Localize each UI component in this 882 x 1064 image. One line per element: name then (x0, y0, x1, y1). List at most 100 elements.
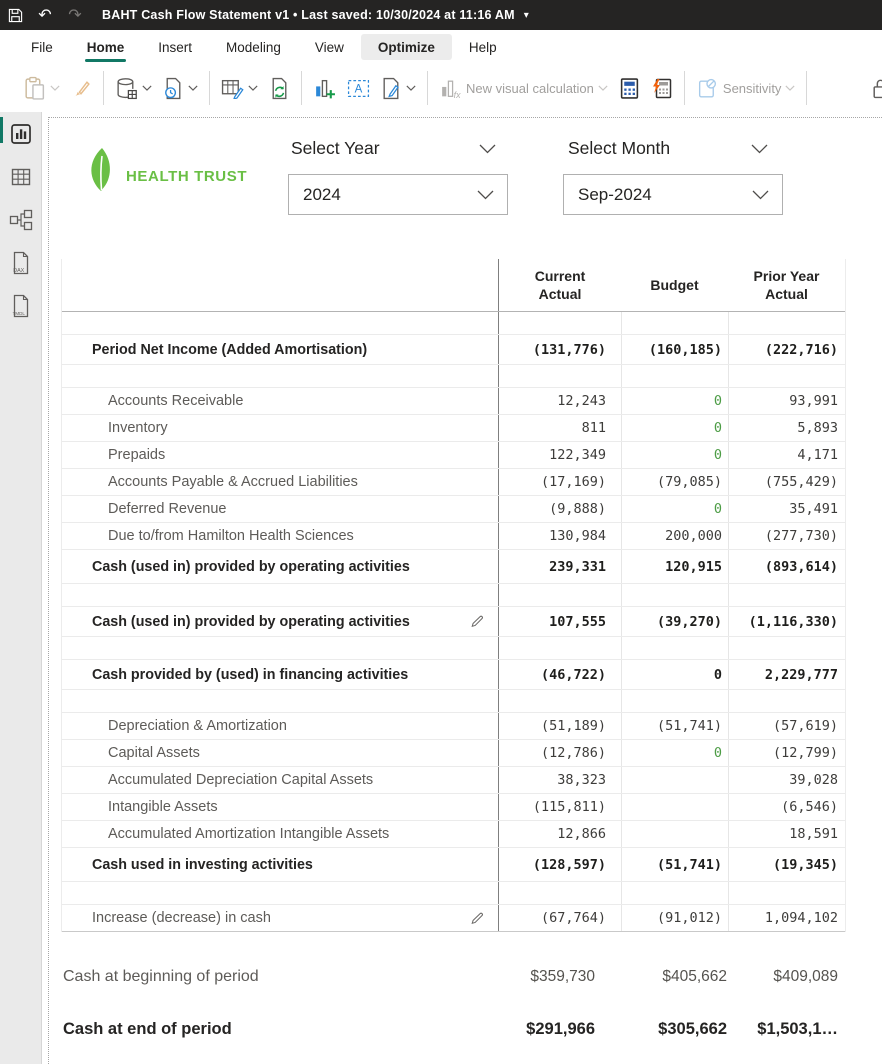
menu-item-insert[interactable]: Insert (158, 39, 193, 55)
row-label: Period Net Income (Added Amortisation) (92, 341, 368, 358)
menu-item-modeling[interactable]: Modeling (226, 39, 281, 55)
month-slicer-value: Sep-2024 (578, 184, 652, 204)
table-spacer-row (62, 312, 845, 335)
tmdl-view-button[interactable]: TMDL (8, 293, 34, 319)
menu-item-view[interactable]: View (314, 39, 344, 55)
value-cell: (79,085) (621, 469, 728, 495)
row-label: Accumulated Amortization Intangible Asse… (108, 826, 390, 842)
menu-item-file[interactable]: File (31, 39, 53, 55)
value-cell: 0 (621, 388, 728, 414)
table-row: Intangible Assets (115,811) (6,546) (62, 794, 845, 821)
undo-icon[interactable]: ↶ (38, 7, 52, 24)
value-cell: 0 (621, 442, 728, 468)
chevron-down-icon[interactable] (751, 144, 768, 154)
year-slicer-title: Select Year (291, 138, 380, 158)
leaf-icon (91, 148, 110, 191)
row-label: Prepaids (108, 447, 166, 463)
value-cell: 1,094,102 (728, 905, 845, 931)
document-title: BAHT Cash Flow Statement v1 • Last saved… (102, 8, 515, 22)
value-cell: (12,786) (498, 740, 621, 766)
table-row: Cash (used in) provided by operating act… (62, 550, 845, 584)
value-cell: 5,893 (728, 415, 845, 441)
table-body: Period Net Income (Added Amortisation) (1… (62, 312, 845, 932)
recent-sources-button[interactable] (163, 77, 198, 100)
row-label: Cash (used in) provided by operating act… (92, 558, 410, 575)
year-slicer-dropdown[interactable]: 2024 (288, 174, 508, 215)
edit-pencil-icon[interactable] (470, 614, 485, 629)
format-painter-button[interactable] (71, 78, 92, 99)
row-label: Accounts Receivable (108, 393, 244, 409)
new-measure-button[interactable] (619, 77, 640, 99)
active-view-indicator (0, 117, 3, 143)
edit-pencil-icon[interactable] (470, 911, 485, 926)
chevron-down-icon (477, 190, 494, 199)
ribbon-divider (301, 71, 302, 105)
row-label-cell: Accounts Payable & Accrued Liabilities (62, 469, 498, 495)
table-row: Period Net Income (Added Amortisation) (1… (62, 335, 845, 365)
value-cell: (39,270) (621, 607, 728, 636)
refresh-button[interactable] (269, 77, 290, 100)
chevron-down-icon (785, 85, 796, 91)
svg-text:fx: fx (454, 89, 461, 99)
table-row: Depreciation & Amortization (51,189) (51,7… (62, 713, 845, 740)
report-view-button[interactable] (8, 121, 34, 147)
table-spacer-row (62, 690, 845, 713)
ribbon-divider (103, 71, 104, 105)
row-label: Capital Assets (108, 745, 200, 761)
menu-item-help[interactable]: Help (468, 39, 497, 55)
value-cell (728, 637, 845, 659)
view-sidebar: DAX TMDL (0, 112, 42, 1064)
row-label-cell: Depreciation & Amortization (62, 713, 498, 739)
table-row: Accounts Receivable 12,243 0 93,991 (62, 388, 845, 415)
value-cell (621, 767, 728, 793)
menu-item-home[interactable]: Home (70, 34, 142, 62)
new-visual-calculation-button[interactable]: fx New visual calculation (439, 77, 608, 100)
value-cell: 200,000 (621, 523, 728, 549)
summary-value-cell: $409,089 (773, 968, 838, 985)
value-cell: 18,591 (728, 821, 845, 847)
table-row: Inventory 811 0 5,893 (62, 415, 845, 442)
month-slicer-dropdown[interactable]: Sep-2024 (563, 174, 783, 215)
chevron-down-icon[interactable] (479, 144, 496, 154)
row-label: Cash provided by (used) in financing act… (92, 666, 409, 683)
ribbon-toolbar: A fx New visual calculation (0, 64, 882, 112)
text-box-button[interactable]: A (347, 79, 370, 98)
title-caret-icon[interactable]: ▾ (523, 9, 529, 21)
value-cell: (277,730) (728, 523, 845, 549)
transform-data-button[interactable] (221, 78, 258, 99)
value-cell: (1,116,330) (728, 607, 845, 636)
save-icon[interactable] (0, 0, 30, 30)
new-visual-button[interactable] (313, 77, 336, 100)
table-spacer-row (62, 882, 845, 905)
lock-icon[interactable] (872, 78, 882, 104)
table-row: Due to/from Hamilton Health Sciences 130,… (62, 523, 845, 550)
value-cell (621, 637, 728, 659)
summary-value-cell: $359,730 (530, 968, 595, 985)
menu-bar: File Home Insert Modeling View Optimize Help (0, 30, 882, 64)
quick-measure-icon (651, 78, 673, 99)
dax-query-view-button[interactable]: DAX (8, 250, 34, 276)
value-cell (728, 365, 845, 387)
more-visuals-button[interactable] (381, 77, 416, 100)
value-cell: 0 (621, 415, 728, 441)
ribbon-divider (806, 71, 808, 105)
row-label-cell: Cash provided by (used) in financing act… (62, 660, 498, 689)
column-header-budget: Budget (650, 276, 699, 293)
get-data-button[interactable] (115, 77, 152, 100)
paste-button[interactable] (23, 76, 60, 101)
sensitivity-button[interactable]: Sensitivity (696, 77, 796, 100)
table-view-button[interactable] (8, 164, 34, 190)
menu-item-optimize[interactable]: Optimize (360, 34, 452, 60)
row-label: Depreciation & Amortization (108, 718, 287, 734)
value-cell (498, 637, 621, 659)
quick-measure-button[interactable] (651, 78, 673, 99)
value-cell: (893,614) (728, 550, 845, 583)
value-cell: 2,229,777 (728, 660, 845, 689)
row-label-cell (62, 882, 498, 904)
row-label-cell: Accumulated Depreciation Capital Assets (62, 767, 498, 793)
value-cell: (51,189) (498, 713, 621, 739)
model-view-button[interactable] (8, 207, 34, 233)
chevron-down-icon (752, 190, 769, 199)
value-cell (498, 365, 621, 387)
row-label-cell (62, 365, 498, 387)
